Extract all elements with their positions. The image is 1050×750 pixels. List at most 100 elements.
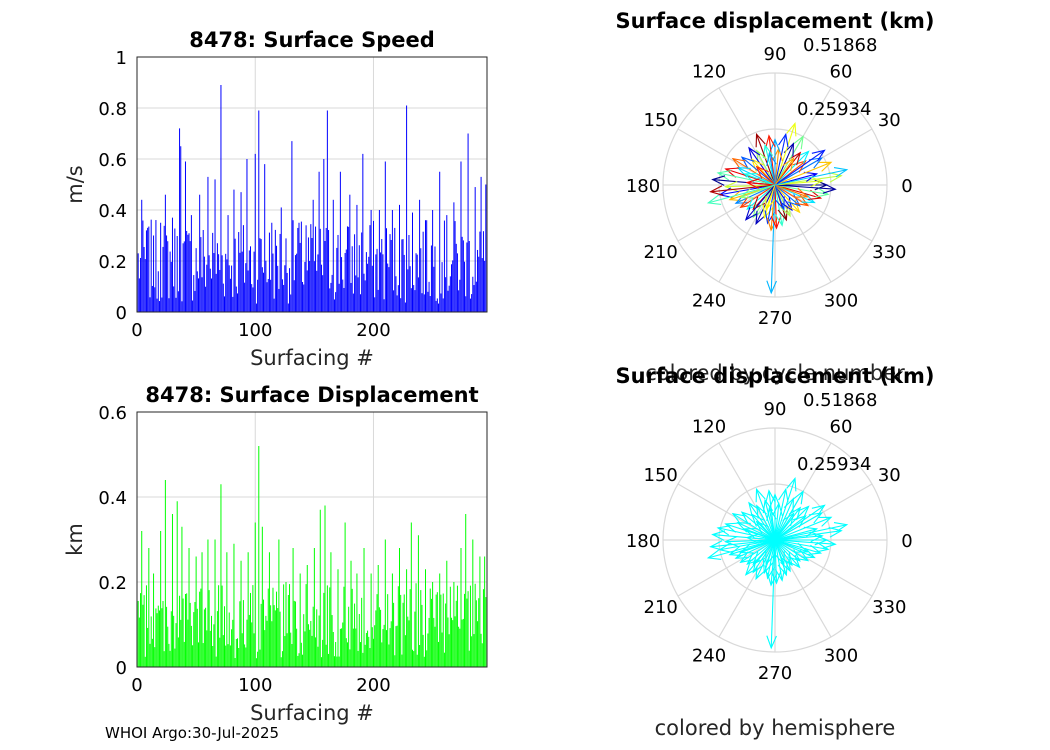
vector-arrowhead (748, 501, 761, 516)
vector-arrowhead (745, 533, 760, 544)
vector-arrowhead (755, 487, 766, 503)
polar-spoke (718, 184, 776, 283)
theta-label: 300 (824, 290, 858, 311)
displacement-vector (717, 527, 776, 541)
axes-box (136, 56, 488, 313)
displacement-vector (768, 153, 776, 186)
x-axis-label: Surfacing # (250, 701, 374, 725)
displacement-vector (737, 522, 776, 541)
displacement-vector (774, 184, 821, 199)
x-tick-label: 100 (238, 675, 272, 696)
vector-arrowhead (803, 526, 819, 538)
displacement-vector (756, 489, 776, 541)
displacement-vector (725, 184, 776, 188)
theta-label: 240 (692, 290, 726, 311)
y-tick-label: 1 (116, 48, 127, 69)
chart-disp: 0 100 200 0 0.2 0.4 0.6 8478: Surface Displacem… (63, 383, 488, 725)
displacement-vector (744, 528, 776, 541)
vector-arrowhead (788, 151, 802, 166)
displacement-vector (774, 149, 825, 186)
displacement-vector (774, 157, 823, 186)
vector-arrowhead (818, 161, 833, 172)
vector-arrowhead (740, 156, 755, 169)
displacement-vector (735, 184, 776, 204)
vector-arrowhead (706, 549, 722, 560)
vector-arrowhead (822, 538, 837, 549)
vector-arrowhead (739, 543, 754, 554)
displacement-vector (774, 184, 791, 217)
vector-arrowhead (774, 551, 785, 566)
vector-arrowhead (755, 565, 767, 581)
theta-label: 270 (758, 663, 792, 684)
displacement-vector (756, 166, 776, 186)
vector-arrowhead (809, 531, 824, 543)
theta-label: 330 (872, 242, 906, 263)
displacement-vector (774, 513, 795, 541)
chart-polar1: 0 30 60 90 120 150 180 210 240 270 300 330 0.25934 0.… (615, 9, 934, 385)
displacement-vector (774, 169, 847, 186)
displacement-vector (735, 539, 776, 559)
displacement-vector (774, 184, 808, 198)
vector-arrowhead (769, 138, 781, 152)
theta-label: 270 (758, 308, 792, 329)
displacement-vector (774, 489, 787, 541)
vector-arrowhead (731, 157, 746, 170)
vector-arrowhead (811, 504, 826, 517)
displacement-vector (708, 184, 776, 204)
displacement-vector (746, 539, 776, 565)
theta-label: 30 (878, 110, 901, 131)
vector-arrowhead (809, 176, 824, 188)
polar-spoke (677, 128, 776, 186)
displacement-vector (774, 539, 793, 566)
polar-spoke (677, 539, 776, 597)
displacement-vector (770, 539, 776, 648)
displacement-vector (744, 173, 776, 186)
theta-label: 90 (764, 44, 787, 65)
vector-arrowhead (792, 490, 804, 505)
vector-arrowhead (743, 172, 758, 183)
vector-arrowhead (709, 185, 724, 196)
displacement-vector (746, 182, 776, 186)
vector-arrowhead (756, 149, 768, 164)
vector-arrowhead (766, 217, 778, 232)
displacement-vector (756, 521, 776, 541)
chart-speed: 0 100 200 0 0.2 0.4 0.6 0.8 1 8478: Surface Speed… (63, 28, 488, 370)
displacement-vector (746, 537, 776, 541)
vector-arrowhead (774, 196, 785, 211)
r-tick-label: 0.25934 (797, 99, 871, 120)
chart-title: Surface displacement (km) (615, 9, 934, 33)
polar-spoke (677, 184, 776, 242)
y-tick-label: 0.2 (98, 252, 127, 273)
vector-arrowhead (770, 570, 782, 585)
vector-arrowhead (833, 521, 849, 533)
displacement-vector (774, 148, 780, 186)
vector-arrowhead (765, 551, 776, 566)
vector-arrowhead (765, 196, 776, 211)
vector-arrowhead (740, 511, 755, 524)
vector-arrowhead (783, 142, 795, 157)
vector-arrowhead (716, 170, 731, 181)
vector-arrowhead (744, 562, 758, 576)
vector-arrowhead (803, 171, 819, 183)
theta-label: 240 (692, 645, 726, 666)
displacement-vector (756, 134, 776, 186)
y-tick-label: 0.4 (98, 488, 127, 509)
displacement-vector (774, 184, 785, 210)
vector-arrowhead (815, 542, 830, 553)
y-axis-label: km (63, 523, 87, 556)
vector-arrowhead (783, 497, 795, 512)
vector-arrowhead (711, 530, 726, 541)
vector-arrowhead (811, 149, 826, 162)
theta-label: 180 (626, 531, 660, 552)
polar-spoke (774, 184, 873, 242)
vector-arrowhead (782, 512, 795, 527)
displacement-vector (774, 539, 783, 581)
theta-label: 90 (764, 399, 787, 420)
theta-label: 330 (872, 597, 906, 618)
displacement-vector (774, 539, 821, 554)
theta-label: 120 (692, 62, 726, 83)
vector-arrowhead (739, 188, 754, 199)
y-axis-label: m/s (63, 165, 87, 203)
vector-arrowhead (766, 572, 778, 587)
vector-arrowhead (807, 544, 823, 555)
